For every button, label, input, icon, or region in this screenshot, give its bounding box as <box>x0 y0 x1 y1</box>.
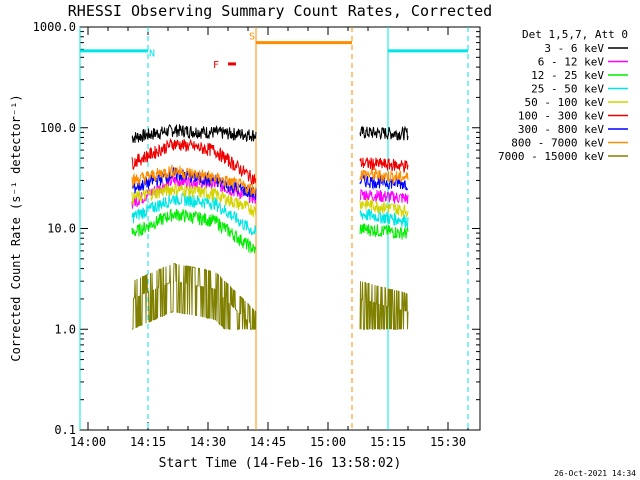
y-tick-label: 0.1 <box>54 423 76 437</box>
x-tick-label: 15:30 <box>430 435 466 449</box>
annotation-label: S <box>249 32 255 43</box>
series-line <box>131 262 257 330</box>
legend-title: Det 1,5,7, Att 0 <box>522 28 628 41</box>
legend-label: 7000 - 15000 keV <box>498 150 604 163</box>
series-line <box>131 183 257 217</box>
series-line <box>131 208 257 254</box>
legend-label: 6 - 12 keV <box>538 56 605 69</box>
footer-date: 26-Oct-2021 14:34 <box>554 469 636 478</box>
legend-label: 50 - 100 keV <box>525 96 605 109</box>
y-tick-label: 100.0 <box>40 121 76 135</box>
legend-label: 100 - 300 keV <box>518 110 604 123</box>
y-tick-label: 10.0 <box>47 222 76 236</box>
series-line <box>359 223 409 240</box>
series-group <box>131 124 409 330</box>
series-line <box>359 167 409 185</box>
x-axis-label: Start Time (14-Feb-16 13:58:02) <box>159 456 402 471</box>
x-tick-label: 15:15 <box>370 435 406 449</box>
series-line <box>359 197 409 219</box>
series-line <box>131 124 257 143</box>
legend-label: 3 - 6 keV <box>544 42 604 55</box>
series-line <box>131 164 257 197</box>
series-line <box>359 188 409 204</box>
x-tick-label: 14:00 <box>70 435 106 449</box>
series-line <box>359 125 409 141</box>
annotation-group: N F S <box>80 32 468 71</box>
legend-label: 25 - 50 keV <box>531 83 604 96</box>
series-line <box>359 281 409 330</box>
annotation-label: F <box>213 60 219 71</box>
legend-label: 12 - 25 keV <box>531 69 604 82</box>
chart-title: RHESSI Observing Summary Count Rates, Co… <box>68 2 492 20</box>
x-tick-label: 14:30 <box>190 435 226 449</box>
series-line <box>359 157 409 174</box>
series-line <box>359 208 409 229</box>
x-tick-label: 14:45 <box>250 435 286 449</box>
x-tick-label: 14:15 <box>130 435 166 449</box>
series-line <box>131 137 257 186</box>
x-axis: 14:00 14:15 14:30 14:45 15:00 15:15 15:30 <box>70 27 469 449</box>
legend-label: 800 - 7000 keV <box>511 137 604 150</box>
y-tick-label: 1.0 <box>54 322 76 336</box>
annotation-label: N <box>149 48 155 59</box>
plot-area: 14:00 14:15 14:30 14:45 15:00 15:15 15:30 0.11… <box>33 20 481 449</box>
series-line <box>131 190 257 236</box>
y-axis-label: Corrected Count Rate (s⁻¹ detector⁻¹) <box>9 94 23 361</box>
y-tick-label: 1000.0 <box>33 20 76 34</box>
legend-label: 300 - 800 keV <box>518 123 604 136</box>
x-tick-label: 15:00 <box>310 435 346 449</box>
y-axis: 0.1 1.0 10.0 100.0 1000.0 <box>33 20 480 437</box>
